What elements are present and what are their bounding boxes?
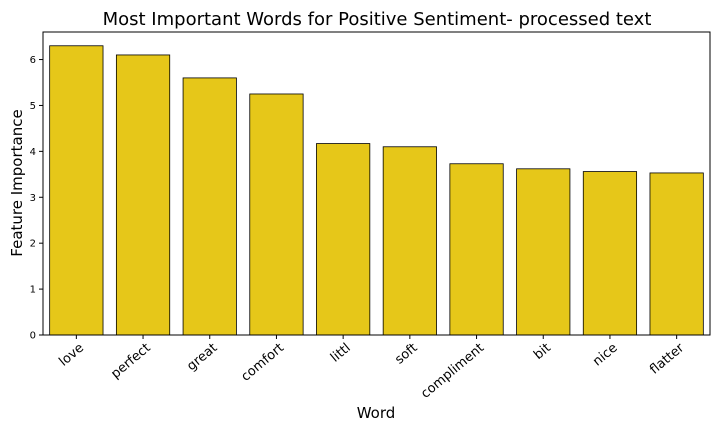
x-tick-label-nice: nice: [590, 341, 620, 370]
bar-soft: [382, 146, 437, 336]
x-tick-label-great: great: [184, 341, 220, 375]
x-tick-label-love: love: [56, 341, 87, 370]
x-tick-label-littl: littl: [328, 341, 354, 366]
plot-frame: [42, 31, 711, 336]
x-tick-label-compliment: compliment: [418, 341, 487, 402]
bar-love: [49, 45, 104, 336]
bar-comfort: [249, 93, 304, 336]
y-axis: 0 1 2 3 4 5 6: [30, 55, 43, 342]
bar-nice: [582, 171, 638, 336]
bar-bit: [516, 168, 571, 336]
y-tick-label-1: 1: [30, 285, 36, 296]
bar-compliment: [449, 163, 504, 336]
y-tick-label-4: 4: [30, 147, 36, 158]
chart-title: Most Important Words for Positive Sentim…: [103, 9, 652, 30]
y-tick-label-2: 2: [30, 239, 36, 250]
x-tick-label-bit: bit: [531, 341, 554, 363]
bar-flatter: [649, 172, 704, 336]
x-tick-label-soft: soft: [392, 341, 420, 368]
x-tick-label-perfect: perfect: [108, 341, 153, 382]
bar-littl: [316, 143, 371, 336]
x-tick-label-comfort: comfort: [239, 341, 288, 385]
x-axis: love perfect great comfort littl softcomplime…: [56, 335, 688, 402]
y-tick-label-5: 5: [30, 101, 36, 112]
y-tick-label-3: 3: [30, 193, 36, 204]
bar-perfect: [115, 54, 171, 336]
x-axis-label: Word: [357, 404, 396, 422]
y-axis-label: Feature Importance: [8, 109, 26, 256]
bars-group: [49, 45, 704, 336]
x-tick-label-flatter: flatter: [647, 340, 688, 377]
bar-great: [182, 77, 237, 336]
y-tick-label-0: 0: [30, 331, 36, 342]
y-tick-label-6: 6: [30, 55, 36, 66]
